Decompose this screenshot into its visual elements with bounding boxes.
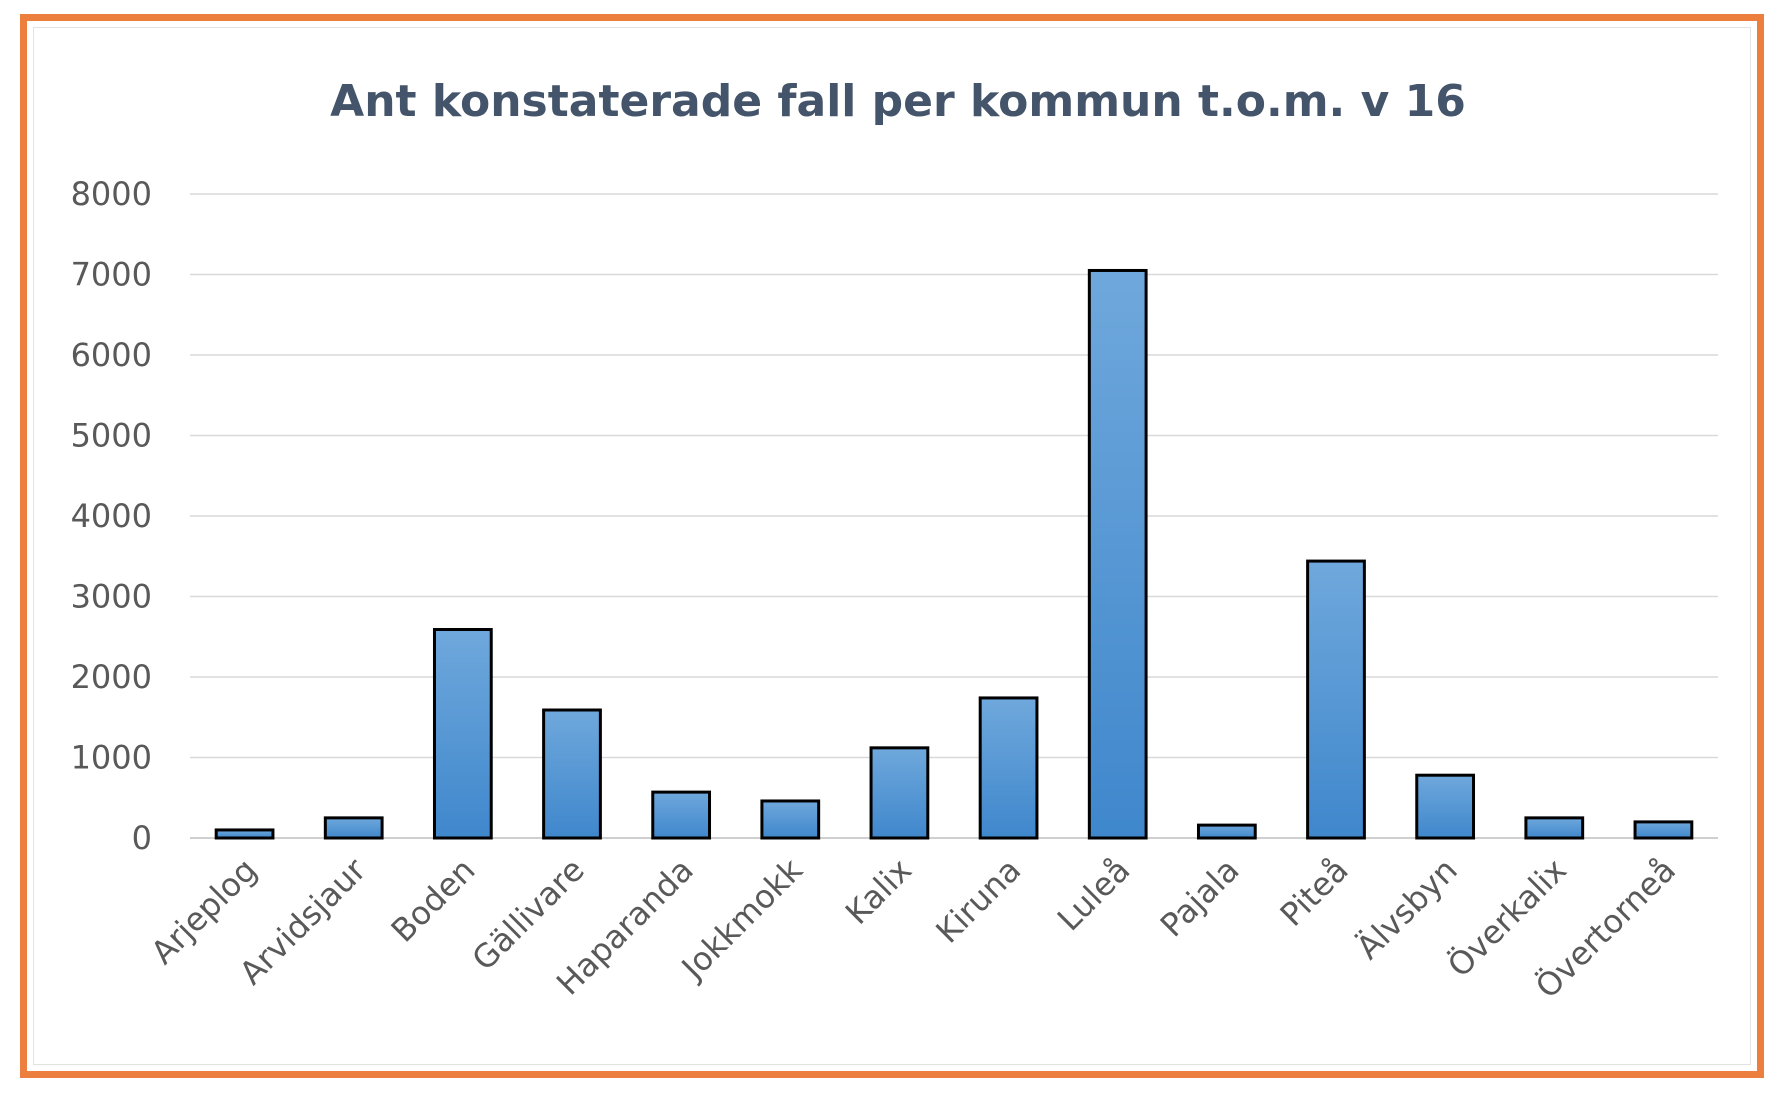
bar-pajala (1196, 823, 1257, 840)
bar-boden (432, 628, 493, 840)
bar-arvidsjaur (323, 816, 384, 840)
y-tick-label: 5000 (71, 417, 152, 455)
y-tick-label: 7000 (71, 256, 152, 294)
bar-älvsbyn (1415, 773, 1476, 840)
bar-överkalix (1524, 816, 1585, 840)
y-tick-label: 0 (132, 819, 152, 857)
x-tick-label: Kalix (838, 851, 919, 932)
bar-kalix (869, 746, 930, 840)
y-tick-label: 3000 (71, 578, 152, 616)
x-tick-label: Pajala (1153, 851, 1247, 945)
bar-luleå (1087, 268, 1148, 840)
bar-haparanda (651, 790, 712, 840)
y-tick-label: 2000 (71, 658, 152, 696)
y-tick-label: 8000 (71, 175, 152, 213)
y-tick-label: 4000 (71, 497, 152, 535)
chart-area (33, 27, 1751, 1065)
x-tick-label: Piteå (1273, 851, 1356, 934)
y-axis-ticks: 0 1000 2000 3000 4000 5000 6000 7000 8000 (71, 175, 152, 857)
bars (214, 268, 1694, 840)
x-tick-label: Boden (384, 851, 483, 950)
gridlines (190, 193, 1718, 839)
y-tick-label: 1000 (71, 739, 152, 777)
y-tick-label: 6000 (71, 336, 152, 374)
chart-frame (20, 14, 1764, 1078)
bar-övertorneå (1633, 820, 1694, 840)
bar-arjeplog (214, 828, 275, 840)
bar-jokkmokk (760, 799, 821, 840)
bar-piteå (1306, 559, 1366, 840)
x-tick-label: Kiruna (928, 851, 1028, 951)
bar-gällivare (542, 708, 602, 840)
bar-kiruna (978, 696, 1039, 840)
chart-title: Ant konstaterade fall per kommun t.o.m. … (330, 76, 1466, 127)
x-tick-label: Luleå (1050, 851, 1137, 938)
